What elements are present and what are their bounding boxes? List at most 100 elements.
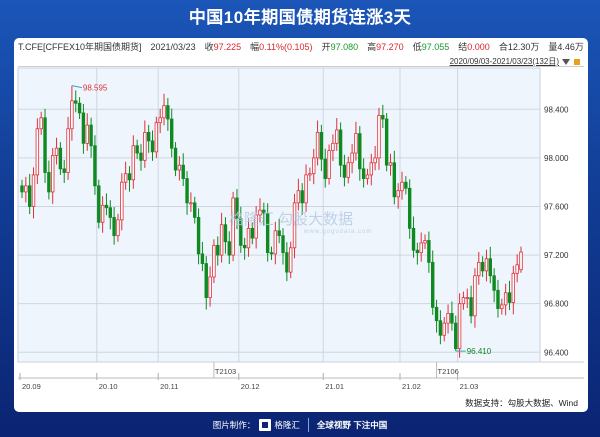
candle-up: [477, 261, 481, 277]
candle-down: [407, 187, 412, 229]
candle-down: [469, 297, 473, 317]
candle-up: [304, 174, 308, 204]
candle-down: [200, 253, 205, 264]
candle-up: [419, 242, 423, 254]
candle-down: [20, 185, 24, 193]
candle-up: [162, 105, 166, 119]
candle-down: [104, 204, 109, 209]
candle-down: [427, 240, 431, 263]
quote-info-bar: T.CFE[CFFEX10年期国债期货] 2021/03/23 收97.225 …: [18, 41, 584, 54]
candle-up: [177, 164, 182, 171]
candle-up: [70, 100, 74, 130]
candle-up: [350, 152, 354, 164]
candle-up: [85, 124, 89, 144]
x-tick-label: 21.02: [402, 382, 421, 391]
candle-down: [392, 162, 397, 198]
change-label: 幅: [250, 42, 260, 52]
date-range[interactable]: 2020/09/03-2021/03/23(132日): [449, 57, 559, 66]
candle-down: [285, 252, 289, 273]
volume-label: 量: [548, 42, 558, 52]
data-source: 数据支持：勾股大数据、Wind: [465, 398, 578, 408]
candle-up: [388, 162, 393, 166]
candle-down: [300, 190, 304, 204]
candle-down: [204, 263, 208, 299]
candle-down: [438, 320, 443, 336]
candle-down: [196, 217, 201, 255]
candle-up: [461, 297, 466, 305]
x-tick-label: 20.09: [22, 382, 41, 391]
footer: 图片制作： 格隆汇 全球视野 下注中国: [0, 414, 600, 436]
settle-value: 0.000: [467, 42, 490, 52]
y-tick-label: 98.000: [544, 154, 569, 163]
min-label: 96.410: [467, 347, 492, 356]
candle-up: [327, 150, 331, 179]
candle-down: [262, 209, 266, 215]
candle-up: [39, 117, 43, 130]
candle-down: [127, 173, 132, 181]
candle-up: [465, 297, 469, 300]
candle-down: [150, 140, 155, 153]
candle-up: [312, 157, 316, 175]
candle-up: [335, 129, 339, 144]
candle-up: [365, 174, 370, 179]
candle-down: [342, 164, 347, 178]
candle-down: [193, 202, 197, 218]
close-label: 收: [204, 42, 214, 52]
contract-label: T2103: [215, 367, 236, 376]
candle-down: [496, 289, 500, 309]
candle-down: [223, 224, 228, 243]
candle-up: [446, 313, 450, 324]
date-range-selector[interactable]: 2020/09/03-2021/03/23(132日): [450, 56, 580, 67]
candle-down: [492, 275, 496, 291]
x-tick-label: 21.03: [460, 382, 479, 391]
max-pointer: [71, 85, 82, 89]
candle-down: [166, 105, 170, 120]
max-label: 98.595: [83, 84, 108, 93]
candle-up: [51, 155, 55, 193]
y-tick-label: 98.400: [544, 105, 569, 114]
candle-up: [35, 128, 40, 176]
page-title: 中国10年期国债期货连涨3天: [188, 8, 412, 27]
candle-down: [185, 178, 189, 204]
candle-down: [77, 102, 82, 114]
dropdown-triangle-icon[interactable]: [562, 58, 570, 65]
candle-up: [123, 173, 128, 183]
candle-up: [24, 185, 28, 193]
candle-up: [100, 204, 105, 223]
candle-down: [112, 217, 116, 237]
candle-up: [143, 131, 147, 161]
candle-down: [404, 181, 408, 189]
candle-up: [231, 197, 235, 256]
candle-down: [135, 145, 139, 154]
made-by-label: 图片制作：: [212, 420, 256, 430]
candle-up: [54, 147, 59, 156]
candlestick-chart: 98.400 98.000 97.600 97.200 96.800 96.400 20.0…: [17, 67, 584, 391]
plot-area: [17, 67, 541, 363]
candle-down: [450, 313, 454, 324]
candle-down: [269, 252, 274, 255]
candle-up: [208, 276, 212, 299]
candle-down: [47, 172, 51, 193]
candle-down: [181, 164, 185, 179]
candle-down: [250, 227, 255, 239]
candle-up: [212, 244, 216, 278]
candle-up: [346, 162, 350, 178]
candle-down: [108, 207, 112, 218]
lock-icon[interactable]: [574, 58, 580, 65]
candle-down: [235, 197, 239, 220]
candle-down: [62, 168, 66, 173]
candle-down: [507, 292, 512, 303]
candle-down: [239, 218, 243, 246]
candle-up: [503, 292, 508, 306]
candle-down: [415, 249, 420, 254]
candle-up: [457, 303, 462, 350]
x-tick-label: 20.11: [160, 382, 178, 391]
candle-down: [431, 261, 435, 308]
brand-name: 格隆汇: [274, 420, 300, 430]
candle-up: [519, 251, 523, 271]
candle-down: [358, 133, 362, 170]
brand-logo-icon: [259, 419, 272, 431]
candle-down: [93, 145, 97, 187]
candle-down: [139, 152, 143, 161]
candle-up: [296, 190, 301, 204]
